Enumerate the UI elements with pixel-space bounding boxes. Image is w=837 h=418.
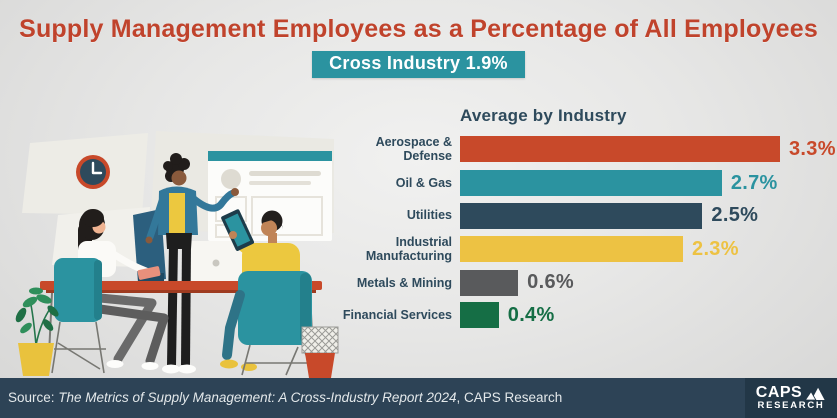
source-text: Source: The Metrics of Supply Management… xyxy=(8,378,562,418)
mountain-icon xyxy=(805,387,825,400)
seated-woman-legs xyxy=(95,293,169,370)
source-report-title: The Metrics of Supply Management: A Cros… xyxy=(58,390,457,405)
logo-top-row: CAPS xyxy=(755,383,826,401)
bar-row: Utilities 2.5% xyxy=(337,202,837,229)
bar-label: Industrial Manufacturing xyxy=(365,234,452,264)
bar-label: Utilities xyxy=(406,208,452,223)
logo-caps-text: CAPS xyxy=(755,383,803,401)
bar-track: 2.7% xyxy=(460,170,837,197)
chart-rows: Aerospace & Defense 3.3% Oil & Gas 2.7% Util… xyxy=(337,135,837,329)
bar xyxy=(460,170,722,196)
bar-label: Metals & Mining xyxy=(356,275,452,290)
bar-row: Industrial Manufacturing 2.3% xyxy=(337,235,837,264)
bar-chart: Average by Industry Aerospace & Defense 3… xyxy=(337,106,837,335)
bar-label: Oil & Gas xyxy=(395,175,452,190)
laptop xyxy=(183,241,249,281)
source-bar: Source: The Metrics of Supply Management… xyxy=(0,378,837,418)
bar xyxy=(460,236,684,263)
bar-label: Aerospace & Defense xyxy=(375,135,452,164)
source-suffix: , CAPS Research xyxy=(456,390,563,405)
trash-basket xyxy=(301,326,339,378)
bar-value: 2.3% xyxy=(692,237,739,260)
bar xyxy=(460,202,703,229)
logo-research-text: RESEARCH xyxy=(757,399,825,411)
bar-row: Financial Services 0.4% xyxy=(337,302,837,329)
caps-research-logo: CAPS RESEARCH xyxy=(745,378,837,418)
bar-row: Oil & Gas 2.7% xyxy=(337,170,837,197)
bar-track: 3.3% xyxy=(460,136,837,163)
bar xyxy=(460,136,780,163)
left-chair xyxy=(51,258,106,374)
bar xyxy=(460,302,499,329)
bar-label: Financial Services xyxy=(342,308,452,323)
bar-value: 3.3% xyxy=(789,137,836,160)
wall-clock xyxy=(76,155,110,189)
bar-track: 0.4% xyxy=(460,302,837,329)
bar xyxy=(460,269,519,296)
standing-woman xyxy=(145,153,239,374)
bar-value: 2.5% xyxy=(711,204,759,226)
right-chair xyxy=(238,271,312,345)
bar-value: 0.4% xyxy=(507,303,555,326)
header: Supply Management Employees as a Percent… xyxy=(0,0,837,78)
meeting-illustration xyxy=(15,131,339,378)
bar-value: 0.6% xyxy=(527,271,574,294)
bar-row: Aerospace & Defense 3.3% xyxy=(337,135,837,164)
bar-track: 2.5% xyxy=(460,202,837,229)
bar-row: Metals & Mining 0.6% xyxy=(337,269,837,297)
chart-title: Average by Industry xyxy=(460,106,627,125)
cross-industry-badge: Cross Industry 1.9% xyxy=(312,51,525,78)
bar-track: 2.3% xyxy=(460,236,837,263)
page-title: Supply Management Employees as a Percent… xyxy=(19,15,818,43)
bar-value: 2.7% xyxy=(730,171,778,194)
source-prefix: Source: xyxy=(8,390,59,405)
bar-track: 0.6% xyxy=(460,269,837,297)
potted-plant xyxy=(15,287,59,376)
